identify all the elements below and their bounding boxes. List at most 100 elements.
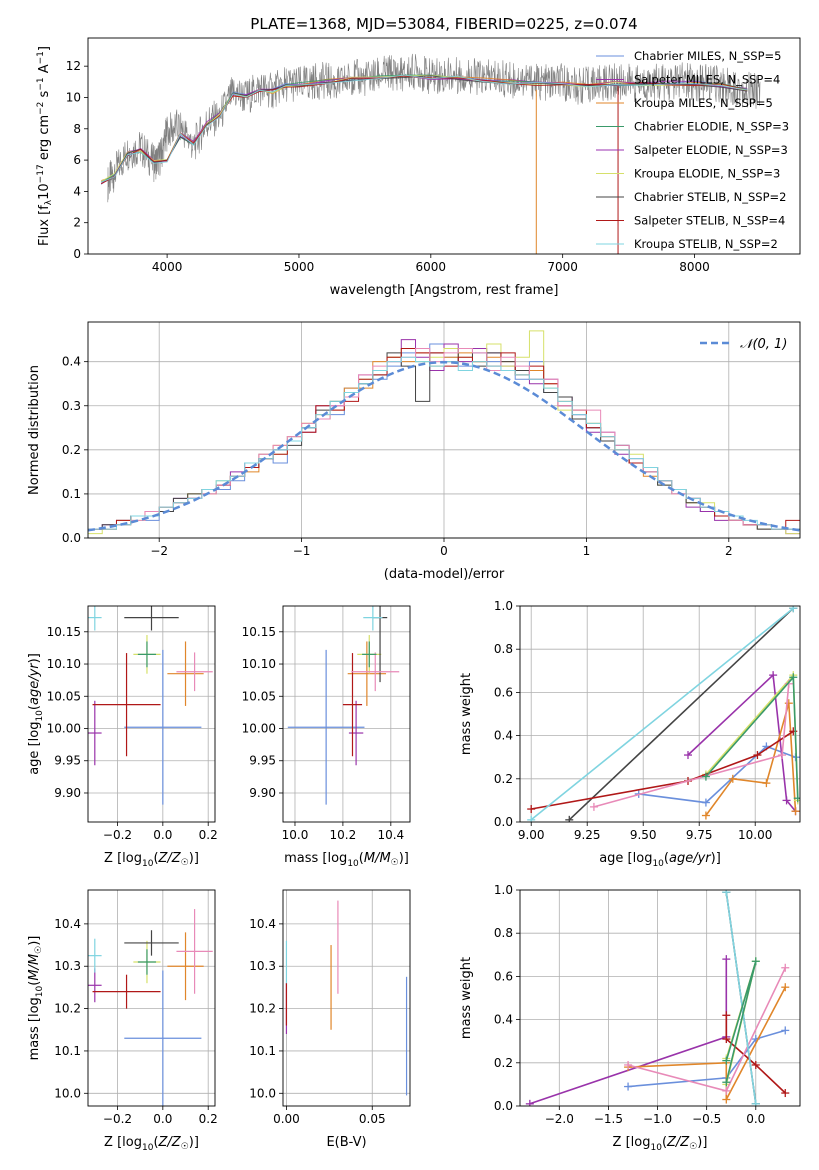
x-tick-label: 10.00 — [738, 828, 772, 842]
panel-mass-vs-EBV: 0.00 0.05 10.0 10.1 10.2 10.3 10.4 E(B-V) — [249, 889, 411, 1150]
x-tick-label: 1 — [583, 544, 591, 558]
plot-area-mass-vs-EBV — [285, 900, 408, 1096]
y-tick-label: 10.10 — [47, 657, 81, 671]
plot-area-spectrum — [100, 53, 761, 254]
figure-title: PLATE=1368, MJD=53084, FIBERID=0225, z=0… — [250, 15, 637, 33]
errorbar-point — [88, 938, 102, 973]
y-tick-label: 0.8 — [494, 642, 513, 656]
legend-label: Salpeter MILES, N_SSP=4 — [634, 73, 780, 87]
weight-marker — [701, 798, 710, 807]
errorbar-point — [167, 641, 204, 706]
x-tick-label: −1 — [293, 544, 311, 558]
errorbar-point — [287, 649, 365, 805]
x-tick-label: 0.0 — [153, 828, 172, 842]
axes-frame — [87, 321, 801, 539]
weight-marker — [565, 815, 574, 822]
legend: Chabrier MILES, N_SSP=5 Salpeter MILES, N… — [596, 49, 789, 251]
y-tick-label: 10.1 — [54, 1044, 81, 1058]
y-tick-label: 0.2 — [494, 1056, 513, 1070]
weight-marker — [753, 751, 762, 760]
y-tick-label: 1.0 — [494, 883, 513, 897]
plot-area-age-vs-mass — [287, 606, 400, 805]
errorbar-point — [167, 932, 204, 1001]
x-tick-label: 0.00 — [273, 1112, 300, 1126]
legend-label: Salpeter ELODIE, N_SSP=3 — [634, 143, 788, 157]
weight-marker — [722, 955, 731, 964]
axes-frame — [87, 889, 216, 1107]
y-axis-label: Normed distribution — [27, 365, 42, 495]
axes-frame — [87, 37, 801, 255]
y-tick-label: 10.00 — [242, 722, 276, 736]
y-tick-label: 1.0 — [494, 599, 513, 613]
y-tick-label: 0.4 — [62, 355, 81, 369]
x-tick-label: 2 — [725, 544, 733, 558]
x-tick-label: −0.2 — [103, 828, 132, 842]
weight-marker — [791, 807, 800, 816]
errorbar-point — [348, 700, 364, 766]
legend-label: Chabrier MILES, N_SSP=5 — [634, 49, 781, 63]
weight-marker — [525, 1099, 534, 1106]
weight-marker — [589, 802, 598, 811]
y-tick-label: 0.0 — [494, 815, 513, 829]
panel-weight-vs-Z: −2.0 −1.5 −1.0 −0.5 0.0 0.0 0.2 0.4 0.6 0.8 1.0 Z [… — [459, 883, 801, 1153]
errorbar-point — [124, 930, 179, 956]
errorbar-point — [176, 909, 213, 994]
axes-frame — [87, 605, 216, 823]
panel-residuals: −2 −1 0 1 2 0.0 0.1 0.2 0.3 0.4 (data-model)/error… — [27, 321, 801, 582]
y-axis-label: mass weight — [459, 957, 474, 1039]
errorbar-point — [362, 641, 377, 668]
x-tick-label: 10.2 — [330, 828, 357, 842]
y-tick-label: 10.4 — [249, 917, 276, 931]
x-tick-label: 9.50 — [630, 828, 657, 842]
y-tick-label: 0.8 — [494, 926, 513, 940]
x-tick-label: 8000 — [679, 260, 710, 274]
weight-marker — [751, 1099, 760, 1106]
y-tick-label: 0.2 — [494, 772, 513, 786]
weight-marker — [722, 1035, 731, 1044]
x-tick-label: 0.2 — [199, 1112, 218, 1126]
weight-line — [687, 673, 797, 812]
panel-weight-vs-age: 9.00 9.25 9.50 9.75 10.00 0.0 0.2 0.4 0.6 0.8 1.0 a… — [459, 599, 801, 869]
x-tick-label: 10.0 — [282, 828, 309, 842]
y-tick-label: 0.0 — [494, 1099, 513, 1113]
x-axis-label: Z [log10(Z/Z☉)] — [104, 851, 199, 869]
weight-marker — [728, 774, 737, 783]
plot-area-weight-vs-Z — [525, 890, 790, 1106]
y-tick-label: 10.10 — [242, 657, 276, 671]
weight-marker — [781, 1089, 790, 1098]
axes-frame — [519, 605, 801, 823]
weight-marker — [722, 1095, 731, 1104]
weight-line — [725, 892, 757, 1104]
plot-area-age-vs-Z — [88, 606, 213, 805]
x-tick-label: 0.05 — [359, 1112, 386, 1126]
weight-marker — [781, 1026, 790, 1035]
x-tick-label: 5000 — [284, 260, 315, 274]
plot-area-mass-vs-Z — [88, 909, 213, 1106]
y-tick-label: 10 — [66, 90, 81, 104]
y-axis-label: mass [log10(M/M☉)] — [27, 936, 45, 1061]
y-tick-label: 0.0 — [62, 531, 81, 545]
weight-marker — [781, 983, 790, 992]
legend-label: Kroupa ELODIE, N_SSP=3 — [634, 167, 780, 181]
y-tick-label: 2 — [73, 216, 81, 230]
plot-area-residuals — [88, 330, 800, 538]
errorbar-point — [92, 974, 161, 1009]
y-tick-label: 0 — [73, 247, 81, 261]
y-tick-label: 10.0 — [54, 1086, 81, 1100]
x-axis-label: wavelength [Angstrom, rest frame] — [330, 283, 559, 298]
y-tick-label: 12 — [66, 59, 81, 73]
legend-label: Salpeter STELIB, N_SSP=4 — [634, 214, 785, 228]
weight-marker — [624, 1060, 633, 1069]
weight-marker — [784, 699, 793, 708]
weight-marker — [751, 957, 760, 966]
errorbar-point — [88, 606, 102, 631]
weight-marker — [722, 890, 731, 897]
weight-marker — [762, 779, 771, 788]
y-tick-label: 0.1 — [62, 487, 81, 501]
x-tick-label: −0.5 — [692, 1112, 721, 1126]
weight-marker — [527, 815, 536, 822]
weight-marker — [782, 796, 791, 805]
errorbar-point — [363, 606, 383, 631]
x-tick-label: 7000 — [547, 260, 578, 274]
